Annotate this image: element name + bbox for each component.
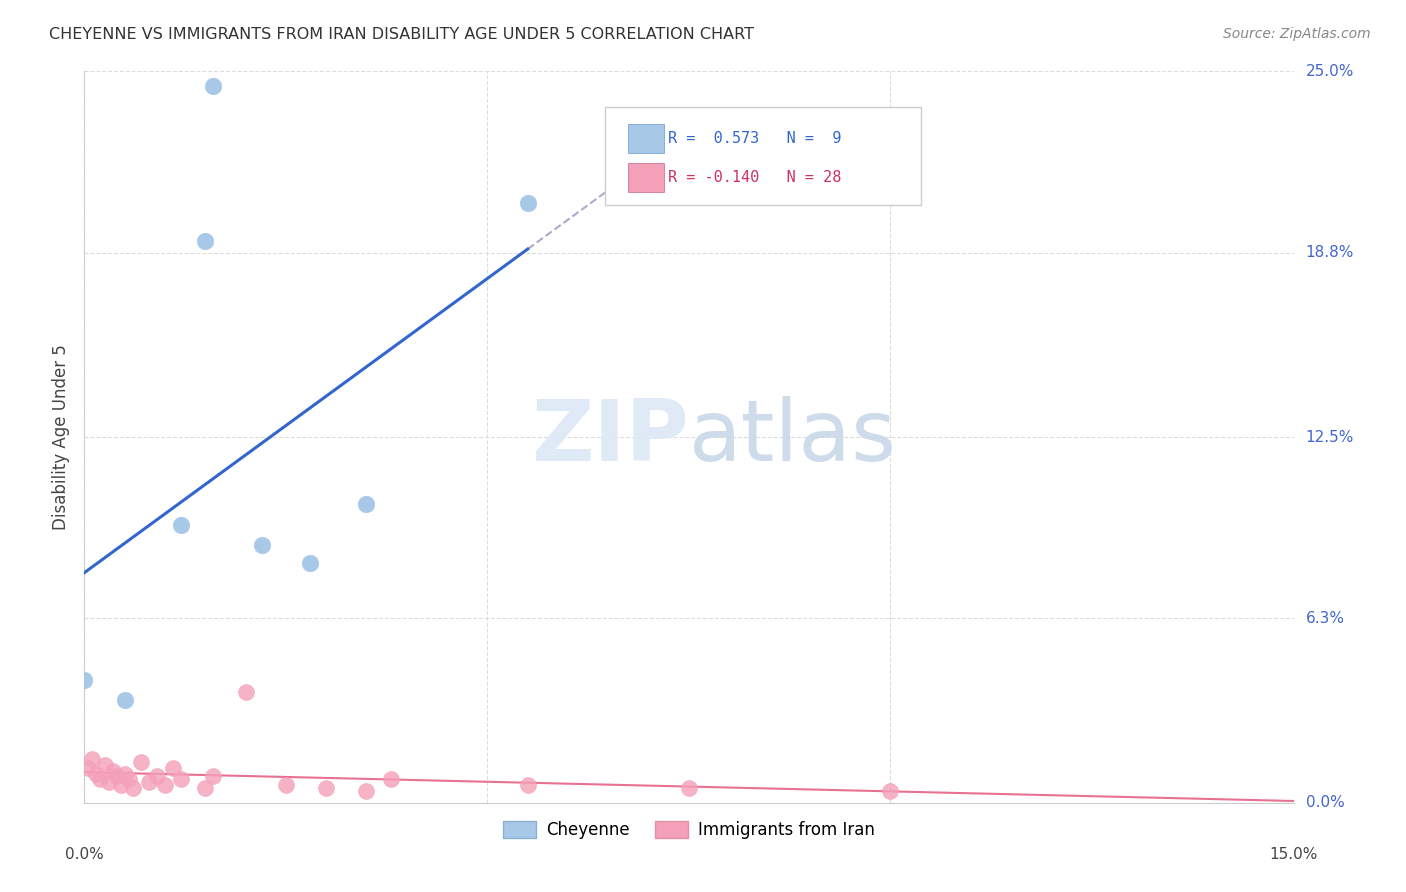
Text: 25.0%: 25.0% — [1306, 64, 1354, 78]
Point — [86, 766, 108, 780]
Point — [97, 775, 120, 789]
Text: 0.0%: 0.0% — [1306, 796, 1344, 810]
Point — [114, 693, 136, 707]
Point — [879, 784, 901, 798]
Point — [129, 755, 152, 769]
Text: 0.0%: 0.0% — [65, 847, 104, 862]
Point — [121, 781, 143, 796]
Text: Source: ZipAtlas.com: Source: ZipAtlas.com — [1223, 27, 1371, 41]
Text: 6.3%: 6.3% — [1306, 611, 1344, 626]
Point — [516, 778, 538, 792]
Point — [202, 769, 225, 783]
Text: 18.8%: 18.8% — [1306, 245, 1354, 260]
Point — [138, 775, 160, 789]
Point — [170, 772, 193, 787]
Point — [153, 778, 176, 792]
Point — [516, 196, 538, 211]
Point — [235, 684, 257, 698]
Point — [105, 769, 128, 783]
Point — [114, 766, 136, 780]
Point — [146, 769, 169, 783]
Text: 12.5%: 12.5% — [1306, 430, 1354, 444]
Point — [356, 784, 378, 798]
Text: CHEYENNE VS IMMIGRANTS FROM IRAN DISABILITY AGE UNDER 5 CORRELATION CHART: CHEYENNE VS IMMIGRANTS FROM IRAN DISABIL… — [49, 27, 754, 42]
Point — [93, 757, 115, 772]
Point — [356, 497, 378, 511]
Point — [315, 781, 337, 796]
Point — [678, 781, 700, 796]
Point — [89, 772, 111, 787]
Point — [380, 772, 402, 787]
Point — [73, 673, 96, 687]
Text: R =  0.573   N =  9: R = 0.573 N = 9 — [668, 131, 841, 145]
Point — [162, 761, 184, 775]
Point — [110, 778, 132, 792]
Point — [77, 761, 100, 775]
Point — [274, 778, 297, 792]
Point — [250, 538, 273, 552]
Text: atlas: atlas — [689, 395, 897, 479]
Point — [194, 234, 217, 248]
Point — [194, 781, 217, 796]
Point — [170, 517, 193, 532]
Point — [101, 764, 124, 778]
Legend: Cheyenne, Immigrants from Iran: Cheyenne, Immigrants from Iran — [496, 814, 882, 846]
Text: ZIP: ZIP — [531, 395, 689, 479]
Point — [202, 78, 225, 93]
Y-axis label: Disability Age Under 5: Disability Age Under 5 — [52, 344, 70, 530]
Point — [82, 752, 104, 766]
Text: 15.0%: 15.0% — [1270, 847, 1317, 862]
Text: R = -0.140   N = 28: R = -0.140 N = 28 — [668, 170, 841, 185]
Point — [118, 772, 141, 787]
Point — [299, 556, 322, 570]
